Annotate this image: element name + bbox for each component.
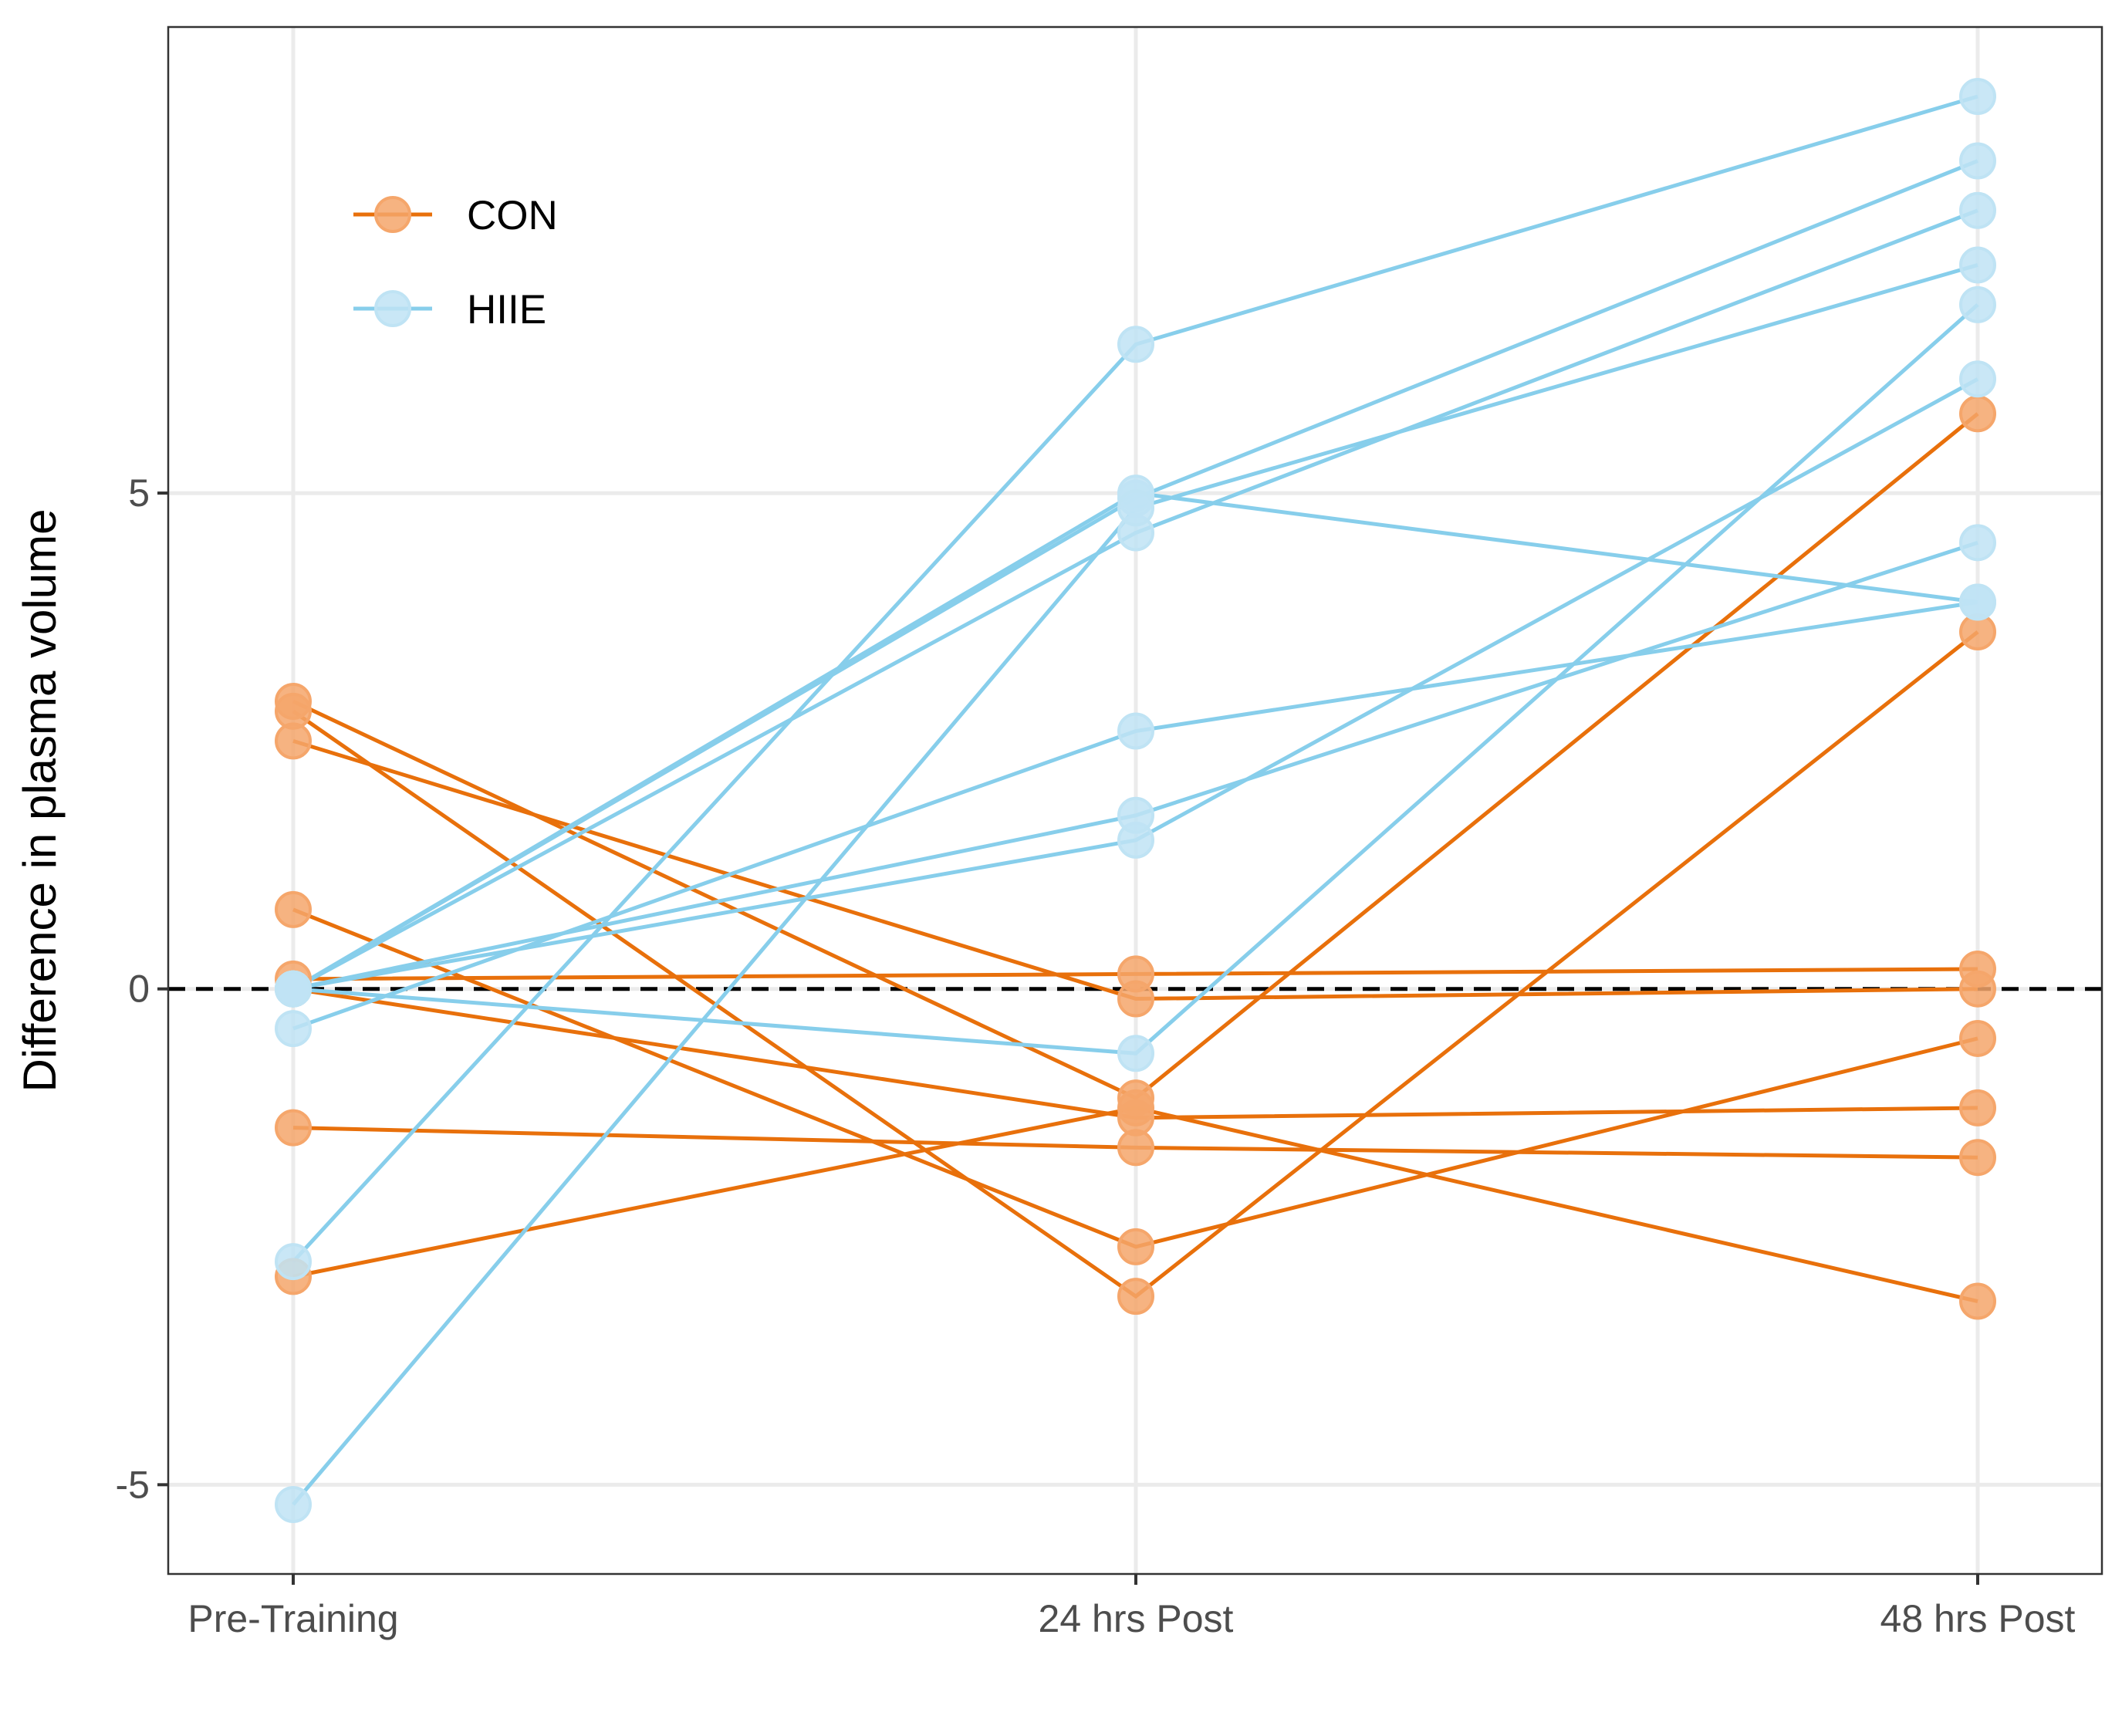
data-point-hiie-1-3 bbox=[1959, 77, 1996, 115]
data-point-con-4-3 bbox=[1959, 1019, 1996, 1057]
data-point-con-5-3 bbox=[1959, 950, 1996, 988]
x-tick-label: 24 hrs Post bbox=[1039, 1597, 1234, 1640]
data-point-hiie-8-2 bbox=[1117, 796, 1154, 834]
y-tick-label: 5 bbox=[128, 471, 150, 515]
data-point-con-8-3 bbox=[1959, 1282, 1996, 1320]
data-point-hiie-6-3 bbox=[1959, 285, 1996, 323]
data-point-hiie-1-2 bbox=[1117, 326, 1154, 363]
data-point-hiie-2-3 bbox=[1959, 142, 1996, 180]
data-point-hiie-9-3 bbox=[1959, 583, 1996, 621]
data-point-hiie-9-2 bbox=[1117, 712, 1154, 750]
data-point-hiie-5-2 bbox=[1117, 489, 1154, 527]
data-point-hiie-7-3 bbox=[1959, 360, 1996, 398]
data-point-hiie-8-3 bbox=[1959, 524, 1996, 562]
data-point-hiie-5-1 bbox=[275, 1486, 312, 1524]
data-point-con-7-1 bbox=[275, 1109, 312, 1147]
data-point-hiie-1-1 bbox=[275, 1243, 312, 1281]
data-point-con-8-2 bbox=[1117, 1089, 1154, 1126]
legend-key-hiie bbox=[353, 290, 432, 327]
data-point-hiie-6-2 bbox=[1117, 1035, 1154, 1072]
data-point-con-2-2 bbox=[1117, 1278, 1154, 1316]
axes: -5 0 5 Pre-Training 24 hrs Post 48 hrs Post bbox=[116, 471, 2076, 1640]
data-point-con-7-2 bbox=[1117, 1129, 1154, 1167]
y-tick-label: 0 bbox=[128, 968, 150, 1011]
data-point-hiie-5-3 bbox=[1959, 246, 1996, 284]
legend-label: HIIE bbox=[467, 287, 546, 333]
data-point-con-6-3 bbox=[1959, 1089, 1996, 1126]
data-point-hiie-8-1 bbox=[275, 970, 312, 1008]
data-point-con-4-2 bbox=[1117, 1228, 1154, 1265]
x-tick-label: 48 hrs Post bbox=[1880, 1597, 2076, 1640]
legend-key-con bbox=[353, 196, 432, 233]
y-tick-label: -5 bbox=[116, 1463, 150, 1506]
data-point-con-4-1 bbox=[275, 890, 312, 928]
legend: CON HIIE bbox=[353, 193, 558, 333]
series-group bbox=[275, 77, 1996, 1524]
x-tick-label: Pre-Training bbox=[188, 1597, 398, 1640]
y-axis-title: Difference in plasma volume bbox=[14, 509, 66, 1093]
data-point-con-7-3 bbox=[1959, 1139, 1996, 1177]
legend-label: CON bbox=[467, 193, 558, 238]
data-point-hiie-9-1 bbox=[275, 1010, 312, 1048]
legend-marker bbox=[374, 290, 411, 327]
data-point-con-5-2 bbox=[1117, 955, 1154, 993]
legend-marker bbox=[374, 196, 411, 233]
data-point-con-1-3 bbox=[1959, 395, 1996, 433]
data-point-hiie-3-3 bbox=[1959, 191, 1996, 229]
data-point-con-3-1 bbox=[275, 722, 312, 760]
